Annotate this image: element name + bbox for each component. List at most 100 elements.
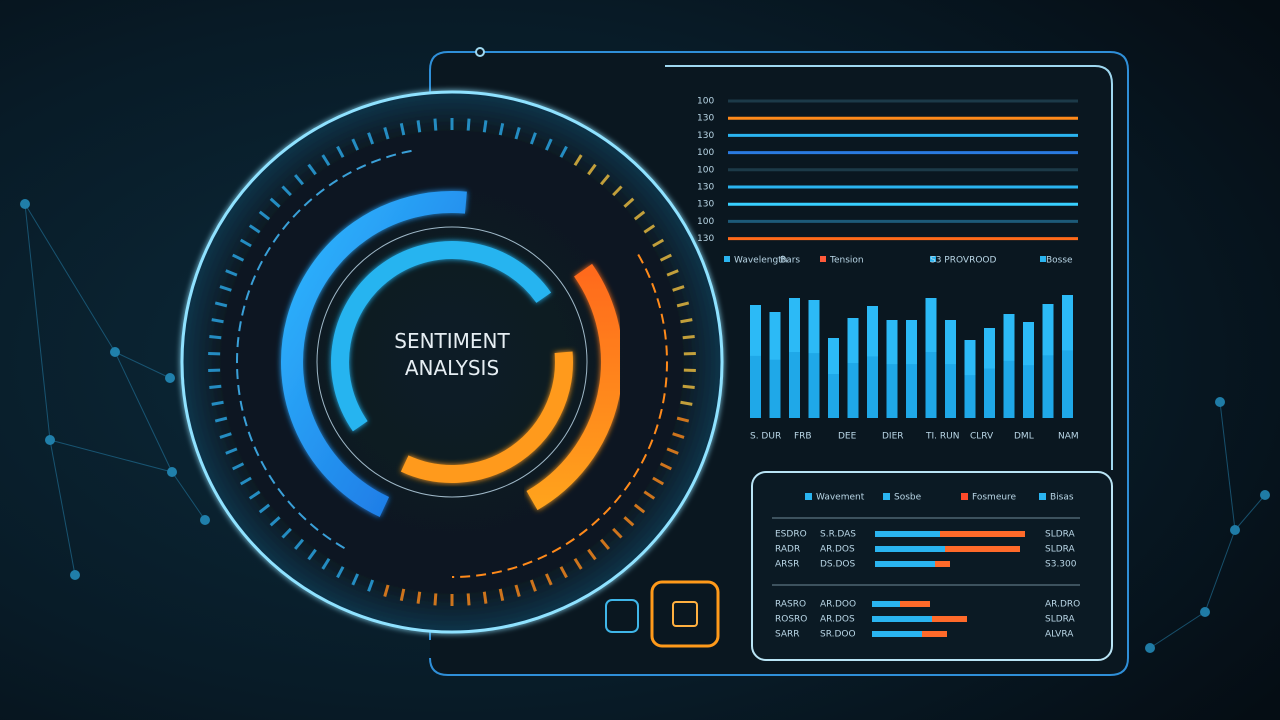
gauge-tick — [433, 118, 438, 131]
bar-shape — [964, 340, 976, 418]
table-bar — [872, 601, 900, 607]
row-label: 100 — [697, 217, 714, 227]
gauge-tick — [294, 538, 305, 550]
gauge-tick — [214, 416, 228, 423]
gauge-tick — [281, 185, 292, 197]
gauge-tick — [643, 224, 656, 234]
bar-shape-top — [964, 340, 976, 376]
gauge-tick — [559, 145, 568, 158]
bar-shape-top — [1042, 304, 1054, 356]
gauge-tick — [466, 118, 471, 131]
network-decoration — [20, 199, 1270, 653]
bar-shape-top — [1023, 322, 1034, 366]
gauge-tick — [214, 301, 228, 308]
gauge-tick — [219, 432, 232, 439]
gauge-tick — [514, 584, 521, 597]
network-edge — [24, 203, 116, 353]
gauge-ring-arc — [236, 149, 415, 550]
title-line: SENTIMENT — [394, 329, 510, 353]
table-cell: ESDRO — [775, 530, 807, 540]
gauge-tick — [633, 210, 646, 221]
bar-label: FRB — [794, 432, 812, 442]
gauge-tick — [351, 573, 360, 586]
gauge-tick — [399, 123, 406, 136]
bar-shape-top — [808, 300, 820, 354]
bar-shape — [847, 318, 859, 418]
bar-shape — [1062, 295, 1073, 418]
network-edge — [114, 351, 171, 379]
gauge-tick — [682, 335, 695, 340]
table-cell: AR.DOS — [820, 615, 855, 625]
bar-label: NAM — [1058, 432, 1079, 442]
bar-shape — [789, 298, 800, 418]
frame-node — [475, 47, 485, 57]
legend-label: Wavelength — [734, 256, 787, 266]
table-cell: SLDRA — [1045, 615, 1076, 625]
title-line: ANALYSIS — [405, 356, 499, 380]
gauge-arc-orange — [526, 263, 623, 511]
network-edge — [1149, 611, 1206, 649]
gauge-tick — [232, 462, 245, 471]
gauge-tick — [258, 210, 271, 221]
table-cell: S.R.DAS — [820, 530, 856, 540]
table-bar — [900, 601, 930, 607]
legend-swatch — [724, 256, 730, 262]
table-bar — [875, 531, 940, 537]
gauge-tick — [232, 253, 245, 262]
gauge-tick — [336, 566, 345, 579]
gauge-tick — [211, 318, 224, 324]
gauge-tick — [307, 548, 317, 561]
table-cell: AR.DOO — [820, 600, 856, 610]
table-bar — [875, 546, 945, 552]
icon-glyph — [672, 601, 698, 627]
network-edge — [1234, 494, 1266, 531]
gauge-tick — [383, 127, 390, 140]
network-node — [165, 373, 175, 383]
network-node — [1260, 490, 1270, 500]
table-cell: RADR — [775, 545, 800, 555]
gauge-tick — [383, 584, 390, 597]
row-label: 100 — [697, 148, 714, 158]
network-node — [200, 515, 210, 525]
bar-shape-top — [925, 298, 937, 352]
gauge-tick — [682, 384, 695, 389]
gauge-tick — [599, 538, 610, 550]
table-bar — [872, 616, 932, 622]
bar-shape — [886, 320, 898, 418]
gauge-tick — [599, 174, 610, 186]
network-node — [1145, 643, 1155, 653]
gauge-tick — [633, 503, 646, 514]
network-node — [45, 435, 55, 445]
gauge — [208, 118, 696, 606]
legend-swatch — [883, 493, 890, 500]
bar-shape — [925, 298, 937, 418]
icon-button[interactable] — [650, 580, 720, 648]
table-bar — [945, 546, 1020, 552]
gauge-tick — [544, 138, 553, 151]
legend-label: Bars — [780, 256, 800, 266]
bar-label: TI. RUN — [925, 432, 959, 442]
gauge-tick — [659, 253, 672, 262]
bar-label: DIER — [882, 432, 904, 442]
bar-label: DML — [1014, 432, 1034, 442]
bar-shape-top — [984, 328, 995, 369]
bar-shape-top — [789, 298, 800, 352]
gauge-tick — [294, 174, 305, 186]
icon-button[interactable] — [605, 599, 639, 633]
gauge-tick — [307, 163, 317, 176]
bar-shape — [945, 320, 956, 418]
legend-swatch — [820, 256, 826, 262]
gauge-tick — [498, 123, 505, 136]
gauge-tick — [514, 127, 521, 140]
panel-inner-frame — [665, 65, 1113, 470]
gauge-tick — [623, 516, 635, 527]
table-bar — [932, 616, 967, 622]
panel-content: 100 130 130 100 100 130 130 100 130 WavelengthBar… — [697, 97, 1080, 640]
bar-label: DEE — [838, 432, 857, 442]
gauge-tick — [676, 416, 690, 423]
bar-label: CLRV — [970, 432, 994, 442]
table-cell: ALVRA — [1045, 630, 1074, 640]
table-cell: AR.DOS — [820, 545, 855, 555]
